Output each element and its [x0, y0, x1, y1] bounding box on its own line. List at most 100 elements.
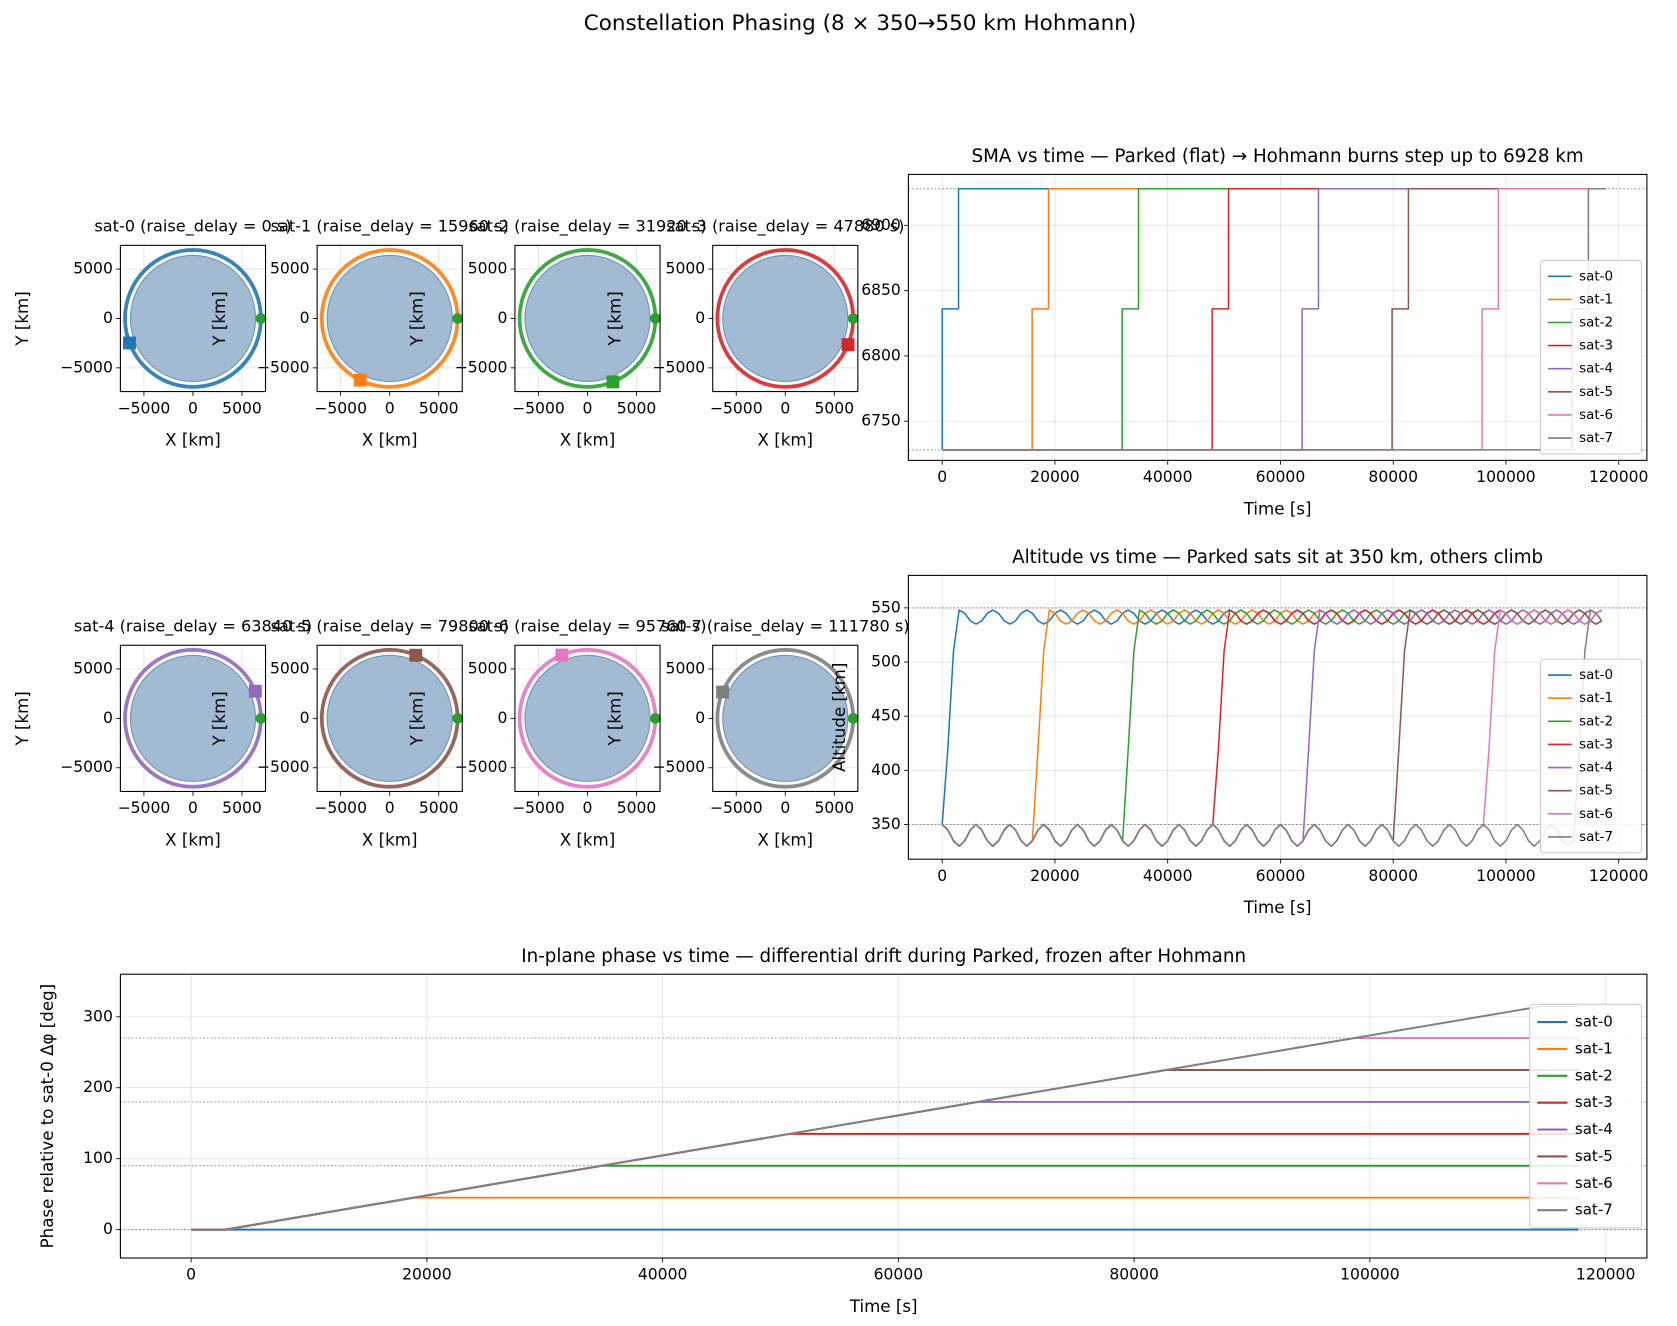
legend-box — [1539, 259, 1643, 455]
chart-title: sat-0 (raise_delay = 0 s) — [94, 217, 291, 237]
legend-label: sat-1 — [1579, 691, 1613, 706]
line-panel: 0 20000 40000 60000 80000 100000 120000 6750 680… — [861, 146, 1648, 518]
x-tick-label: 60000 — [1256, 867, 1306, 885]
x-tick-label: 5000 — [814, 399, 854, 417]
axes-frame — [316, 644, 463, 792]
start-marker — [255, 313, 267, 324]
y-tick-label: 0 — [695, 709, 705, 727]
orbit-panel: −5000 0 5000 −5000 0 5000 sat-3 (raise_delay =… — [605, 217, 904, 450]
start-marker — [847, 313, 859, 324]
x-tick-label: 40000 — [1143, 867, 1193, 885]
x-tick-label: −5000 — [512, 399, 565, 417]
legend-label: sat-3 — [1579, 737, 1613, 752]
x-axis-label: X [km] — [757, 431, 813, 450]
x-tick-label: −5000 — [512, 799, 565, 817]
y-tick-label: 5000 — [73, 260, 113, 278]
orbit-panel: −5000 0 5000 −5000 0 5000 sat-6 (raise_delay =… — [408, 616, 707, 849]
y-tick-label: 0 — [497, 709, 507, 727]
x-axis-label: X [km] — [362, 830, 418, 849]
x-axis-label: Time [s] — [1243, 499, 1312, 518]
y-axis-label: Y [km] — [605, 691, 624, 746]
y-tick-label: 550 — [871, 598, 901, 616]
legend-label: sat-1 — [1579, 292, 1613, 307]
legend-label: sat-3 — [1579, 339, 1613, 354]
orbit-panel: −5000 0 5000 −5000 0 5000 sat-2 (raise_delay =… — [408, 217, 707, 450]
x-tick-label: 120000 — [1576, 1266, 1635, 1284]
end-marker — [716, 685, 730, 699]
x-tick-label: 20000 — [1030, 867, 1080, 885]
axes-frame — [119, 644, 267, 792]
legend-label: sat-5 — [1579, 784, 1613, 799]
chart-title: SMA vs time — Parked (flat) → Hohmann bu… — [972, 146, 1584, 167]
axes-frame — [907, 574, 1648, 860]
x-tick-label: 0 — [188, 399, 198, 417]
axes-frame — [119, 244, 267, 393]
plot-area — [908, 174, 1647, 461]
x-tick-label: 60000 — [1256, 468, 1306, 486]
x-tick-label: 80000 — [1109, 1266, 1159, 1284]
y-tick-label: −5000 — [455, 358, 508, 376]
x-axis-label: X [km] — [757, 830, 813, 849]
y-tick-label: 6850 — [861, 281, 901, 299]
legend-label: sat-6 — [1575, 1174, 1613, 1192]
orbit-panel: −5000 0 5000 −5000 0 5000 sat-7 (raise_delay =… — [605, 616, 909, 849]
y-tick-label: 0 — [103, 1220, 113, 1238]
earth — [326, 254, 453, 383]
y-axis-label: Y [km] — [13, 291, 32, 346]
legend-label: sat-2 — [1579, 714, 1613, 729]
end-marker — [841, 338, 855, 352]
end-marker — [248, 684, 262, 698]
x-tick-label: 80000 — [1368, 867, 1418, 885]
x-tick-label: 120000 — [1589, 867, 1648, 885]
chart-title: sat-1 (raise_delay = 15960 s) — [271, 217, 509, 237]
x-axis-label: Time [s] — [849, 1297, 918, 1316]
y-tick-label: 0 — [695, 309, 705, 327]
x-tick-label: 80000 — [1368, 468, 1418, 486]
y-axis-label: Y [km] — [13, 691, 32, 746]
y-tick-label: 6750 — [861, 412, 901, 430]
x-tick-label: −5000 — [118, 399, 171, 417]
x-tick-label: 5000 — [814, 799, 854, 817]
earth — [524, 254, 651, 383]
legend-box — [1539, 658, 1643, 854]
x-tick-label: 5000 — [617, 399, 657, 417]
chart-title: sat-7 (raise_delay = 111780 s) — [661, 616, 909, 636]
chart-title: sat-2 (raise_delay = 31920 s) — [468, 217, 706, 237]
legend-label: sat-0 — [1579, 269, 1613, 284]
y-tick-label: −5000 — [60, 758, 113, 776]
y-tick-label: −5000 — [60, 358, 113, 376]
chart-title: sat-5 (raise_delay = 79800 s) — [271, 616, 509, 636]
axes-frame — [712, 244, 859, 393]
axes-frame — [514, 244, 661, 393]
x-tick-label: 5000 — [222, 799, 262, 817]
y-axis-label: Y [km] — [210, 291, 229, 346]
x-tick-label: 120000 — [1589, 468, 1648, 486]
y-tick-label: −5000 — [652, 358, 705, 376]
axes-frame — [514, 644, 661, 792]
x-tick-label: 0 — [385, 799, 395, 817]
y-tick-label: −5000 — [652, 758, 705, 776]
y-tick-label: 5000 — [270, 659, 310, 677]
x-axis-label: Time [s] — [1243, 898, 1312, 917]
y-axis-label: Y [km] — [408, 691, 427, 746]
y-axis-label: Y [km] — [408, 291, 427, 346]
y-tick-label: 5000 — [666, 260, 706, 278]
axes-frame — [316, 244, 463, 393]
earth — [722, 654, 849, 782]
x-tick-label: −5000 — [314, 799, 367, 817]
plot-area — [120, 974, 1647, 1259]
axes-frame — [712, 644, 859, 792]
start-marker — [650, 712, 661, 724]
x-tick-label: 5000 — [419, 399, 459, 417]
line-panel: 0 20000 40000 60000 80000 100000 120000 0 100 200… — [38, 946, 1648, 1316]
y-tick-label: 0 — [300, 309, 310, 327]
chart-title: Altitude vs time — Parked sats sit at 35… — [1012, 547, 1543, 568]
y-tick-label: 5000 — [468, 659, 508, 677]
x-tick-label: 5000 — [222, 399, 262, 417]
x-tick-label: 40000 — [1143, 468, 1193, 486]
y-tick-label: 6800 — [861, 346, 901, 364]
y-tick-label: 0 — [497, 309, 507, 327]
x-tick-label: 5000 — [617, 799, 657, 817]
y-tick-label: 200 — [83, 1078, 113, 1096]
line-panel: 0 20000 40000 60000 80000 100000 120000 350 400 4… — [830, 547, 1648, 917]
